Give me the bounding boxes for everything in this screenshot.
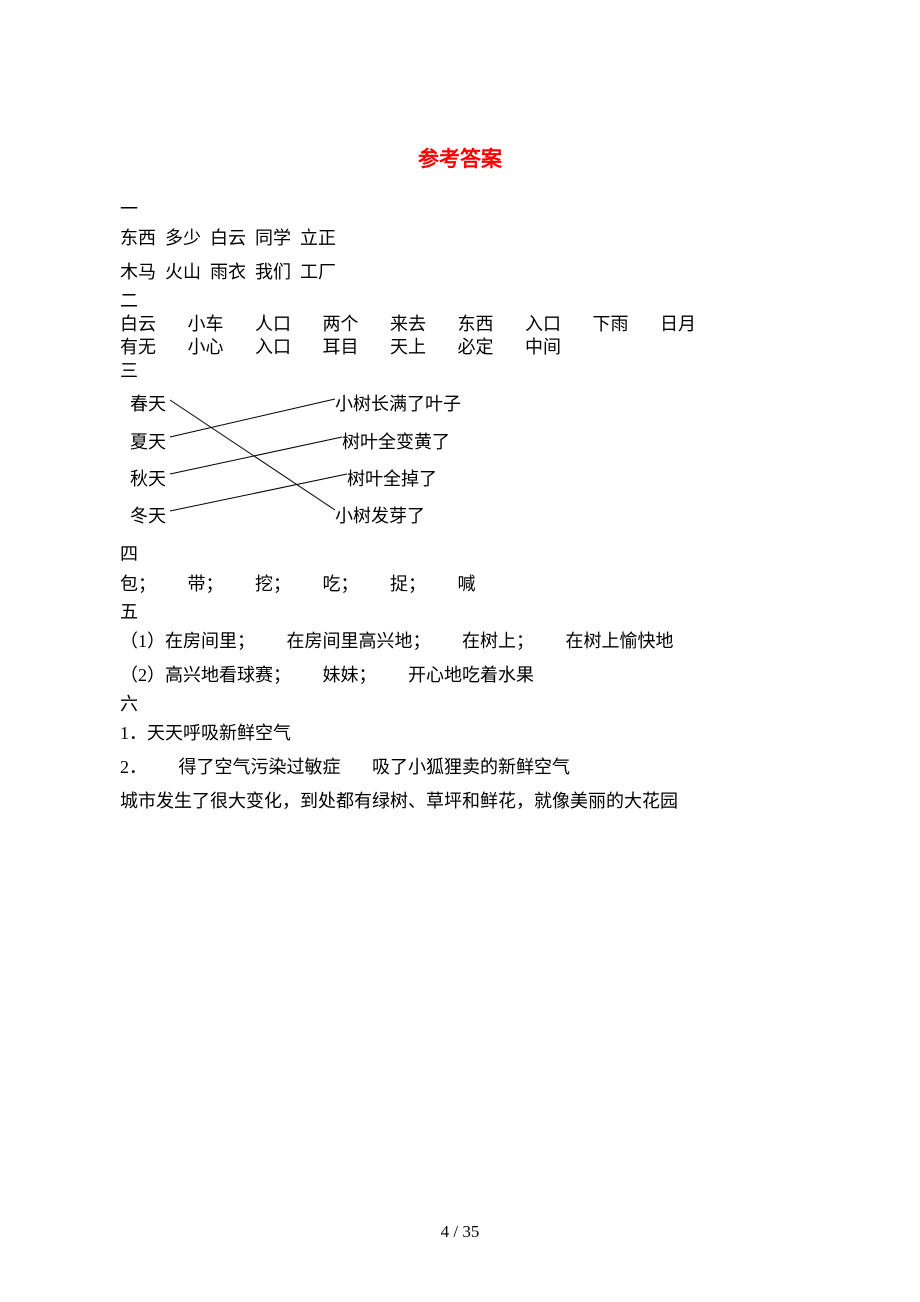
section-one-line1: 东西 多少 白云 同学 立正 xyxy=(120,221,800,255)
section-five-num: 五 xyxy=(120,601,800,624)
match-line-4 xyxy=(170,474,347,511)
match-lines-svg xyxy=(120,385,460,535)
section-two-line2: 有无 小心 入口 耳目 天上 必定 中间 xyxy=(120,336,800,359)
match-line-2 xyxy=(170,399,335,437)
section-one-num: 一 xyxy=(120,198,800,221)
section-two-line1: 白云 小车 人口 两个 来去 东西 入口 下雨 日月 xyxy=(120,313,800,336)
section-six-line2: 2． 得了空气污染过敏症 吸了小狐狸卖的新鲜空气 xyxy=(120,750,800,784)
section-two-num: 二 xyxy=(120,290,800,313)
section-six-line1: 1．天天呼吸新鲜空气 xyxy=(120,716,800,750)
section-four-line: 包； 带； 挖； 吃； 捉； 喊 xyxy=(120,567,800,601)
page: 参考答案 一 东西 多少 白云 同学 立正 木马 火山 雨衣 我们 工厂 二 白… xyxy=(0,0,920,1302)
page-footer: 4 / 35 xyxy=(0,1216,920,1248)
section-four-num: 四 xyxy=(120,543,800,566)
matching-diagram: 春天 夏天 秋天 冬天 小树长满了叶子 树叶全变黄了 树叶全掉了 小树发芽了 xyxy=(120,385,800,535)
section-six-num: 六 xyxy=(120,693,800,716)
section-five-line2: （2）高兴地看球赛； 妹妹； 开心地吃着水果 xyxy=(120,658,800,692)
section-one-line2: 木马 火山 雨衣 我们 工厂 xyxy=(120,255,800,289)
section-three-num: 三 xyxy=(120,360,800,383)
match-line-3 xyxy=(170,437,342,474)
section-six-line3: 城市发生了很大变化，到处都有绿树、草坪和鲜花，就像美丽的大花园 xyxy=(120,784,800,818)
section-five-line1: （1）在房间里； 在房间里高兴地； 在树上； 在树上愉快地 xyxy=(120,624,800,658)
page-title: 参考答案 xyxy=(120,140,800,180)
